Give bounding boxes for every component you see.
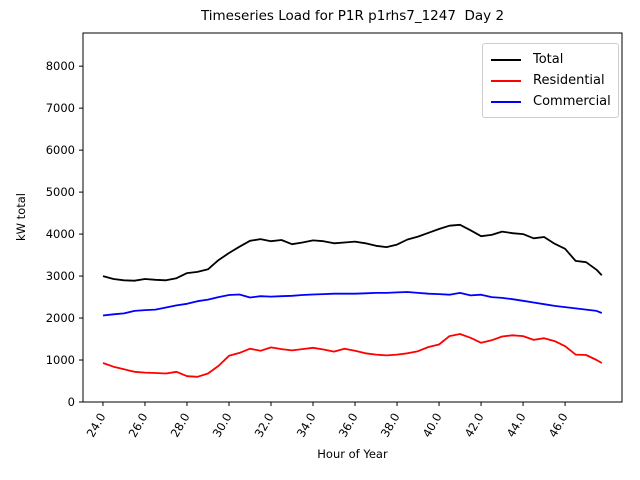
legend-label-commercial: Commercial [533,94,611,109]
series-line-commercial [102,291,603,317]
total-line-swatch-icon [491,58,521,61]
x-tick-label: 26.0 [126,411,151,440]
series-line-residential [102,333,603,378]
legend-label-residential: Residential [533,73,605,88]
x-axis-label: Hour of Year [317,447,388,461]
legend-item-total: Total [491,49,610,70]
x-tick-label: 40.0 [420,411,445,440]
x-tick-label: 30.0 [210,411,235,440]
x-tick-label: 44.0 [504,411,529,440]
x-tick-label: 28.0 [168,411,193,440]
x-tick-label: 38.0 [378,411,403,440]
legend-item-commercial: Commercial [491,91,611,112]
residential-line-swatch-icon [491,79,521,82]
legend: Total Residential Commercial [482,43,619,118]
x-tick-label: 36.0 [336,411,361,440]
legend-label-total: Total [533,52,564,67]
y-tick-label: 8000 [46,59,75,73]
commercial-line-swatch-icon [491,100,521,103]
y-tick-label: 0 [68,395,75,409]
y-tick-label: 1000 [46,353,75,367]
y-tick-label: 5000 [46,185,75,199]
y-tick-label: 6000 [46,143,75,157]
chart-title: Timeseries Load for P1R p1rhs7_1247 Day … [200,8,505,24]
x-tick-label: 24.0 [84,411,109,440]
x-tick-label: 42.0 [462,411,487,440]
x-tick-label: 46.0 [546,411,571,440]
y-tick-label: 2000 [46,311,75,325]
y-axis-label: kW total [14,193,28,241]
legend-item-residential: Residential [491,70,610,91]
x-tick-label: 34.0 [294,411,319,440]
y-tick-label: 7000 [46,101,75,115]
series-line-total [102,223,603,282]
x-tick-label: 32.0 [252,411,277,440]
y-tick-label: 3000 [46,269,75,283]
y-tick-label: 4000 [46,227,75,241]
plot-border [82,32,623,403]
